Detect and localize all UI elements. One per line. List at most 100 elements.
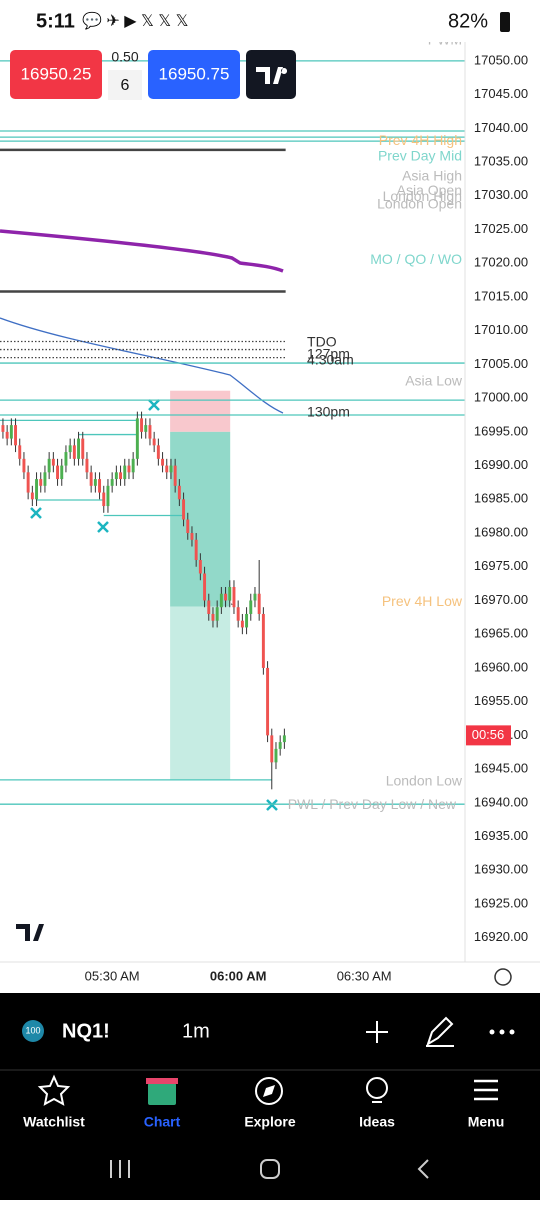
add-icon[interactable]	[366, 1021, 388, 1043]
y-tick-label: 16970.00	[474, 592, 528, 607]
symbol[interactable]: NQ1!	[62, 1020, 110, 1042]
position-zone	[170, 606, 231, 780]
candle-body	[140, 418, 144, 432]
y-tick-label: 16990.00	[474, 457, 528, 472]
more-icon[interactable]	[489, 1029, 515, 1035]
candle-body	[207, 600, 211, 614]
markers	[30, 399, 278, 811]
level-label: Prev 4H High	[379, 132, 462, 148]
candle-body	[228, 586, 232, 601]
home-button[interactable]	[260, 1159, 280, 1179]
y-tick-label: 17015.00	[474, 288, 528, 303]
draw-icon[interactable]	[426, 1016, 454, 1047]
candle-body	[278, 742, 282, 749]
nav-label[interactable]: Chart	[144, 1114, 181, 1130]
nav-label[interactable]: Ideas	[359, 1114, 395, 1130]
candle-body	[64, 452, 68, 466]
clock: 5:11	[36, 10, 75, 32]
nav: Watchlist Chart Explore Ideas Menu	[23, 1114, 504, 1130]
watchlist-icon[interactable]	[37, 1074, 71, 1106]
candle-body	[72, 445, 76, 459]
candle-body	[257, 593, 261, 614]
explore-icon[interactable]	[255, 1077, 283, 1105]
level-label: 4:30am	[307, 352, 354, 368]
y-tick-label: 16995.00	[474, 423, 528, 438]
level-label: Asia Open	[397, 182, 462, 198]
candle-body	[9, 425, 13, 439]
y-tick-label: 17020.00	[474, 255, 528, 270]
spread: 0.50	[111, 49, 138, 65]
y-tick-label: 17040.00	[474, 120, 528, 135]
candle-body	[47, 458, 51, 473]
y-tick-label: 17035.00	[474, 153, 528, 168]
badge: 100	[25, 1025, 40, 1035]
y-tick-label: 16960.00	[474, 659, 528, 674]
battery: 82%	[448, 10, 488, 32]
y-tick-label: 17000.00	[474, 390, 528, 405]
candle-body	[131, 458, 135, 473]
y-tick-label: 17010.00	[474, 322, 528, 337]
candle-body	[22, 458, 26, 473]
level-label: MO / QO / WO	[370, 251, 462, 267]
position-zone	[170, 390, 231, 432]
buy-price: 16950.75	[159, 64, 230, 83]
qty-box[interactable]	[108, 70, 142, 100]
candle-body	[270, 735, 274, 763]
candle-body	[18, 445, 22, 459]
y-tick-label: 17025.00	[474, 221, 528, 236]
candle-body	[240, 620, 244, 628]
candle-body	[177, 485, 181, 500]
candle-body	[266, 667, 270, 736]
bottom-panel	[0, 993, 540, 1200]
time-axis	[0, 962, 540, 993]
candle-body	[114, 472, 118, 480]
back-button[interactable]	[417, 1159, 429, 1179]
level-label: London Low	[386, 773, 463, 789]
candle-body	[190, 533, 194, 540]
candle-body	[253, 593, 257, 601]
candle-body	[182, 499, 186, 520]
level-label: Asia Low	[405, 373, 463, 389]
candle-body	[14, 425, 18, 446]
candle-body	[261, 613, 265, 668]
level-label: London Open	[377, 195, 462, 211]
candle-body	[98, 479, 102, 493]
candle-body	[173, 465, 177, 486]
badge-circle	[22, 1020, 44, 1042]
recents-button[interactable]	[110, 1160, 130, 1178]
y-tick-label: 16925.00	[474, 895, 528, 910]
candle-body	[215, 607, 219, 621]
candle-body	[68, 445, 72, 453]
candle-body	[127, 465, 131, 473]
candle-body	[186, 519, 190, 534]
candle-body	[93, 479, 97, 486]
candle-body	[194, 539, 198, 561]
watermark	[16, 924, 44, 941]
interval[interactable]: 1m	[182, 1020, 210, 1042]
y-tick-label: 16975.00	[474, 558, 528, 573]
battery-icon	[500, 12, 510, 32]
y-tick-label: 16945.00	[474, 761, 528, 776]
level-label: PWL / Prev Day Low / New	[288, 796, 457, 812]
sell-price: 16950.25	[21, 64, 92, 83]
y-tick-label: 17045.00	[474, 86, 528, 101]
position-zone	[170, 431, 231, 607]
y-tick-label: 16930.00	[474, 862, 528, 877]
explore-needle	[263, 1085, 275, 1097]
y-tick-label: 16985.00	[474, 491, 528, 506]
chart-icon[interactable]	[148, 1083, 176, 1105]
y-tick-label: 16935.00	[474, 828, 528, 843]
buy-button[interactable]	[148, 50, 240, 99]
tv-logo-button[interactable]	[246, 50, 296, 99]
nav-label[interactable]: Menu	[468, 1114, 505, 1130]
menu-icon[interactable]	[474, 1079, 498, 1101]
ideas-icon[interactable]	[366, 1077, 388, 1099]
candle-body	[249, 600, 253, 614]
sell-button[interactable]	[10, 50, 102, 99]
settings-icon[interactable]	[494, 968, 512, 986]
nav-label[interactable]: Watchlist	[23, 1114, 85, 1130]
nav-label[interactable]: Explore	[244, 1114, 296, 1130]
